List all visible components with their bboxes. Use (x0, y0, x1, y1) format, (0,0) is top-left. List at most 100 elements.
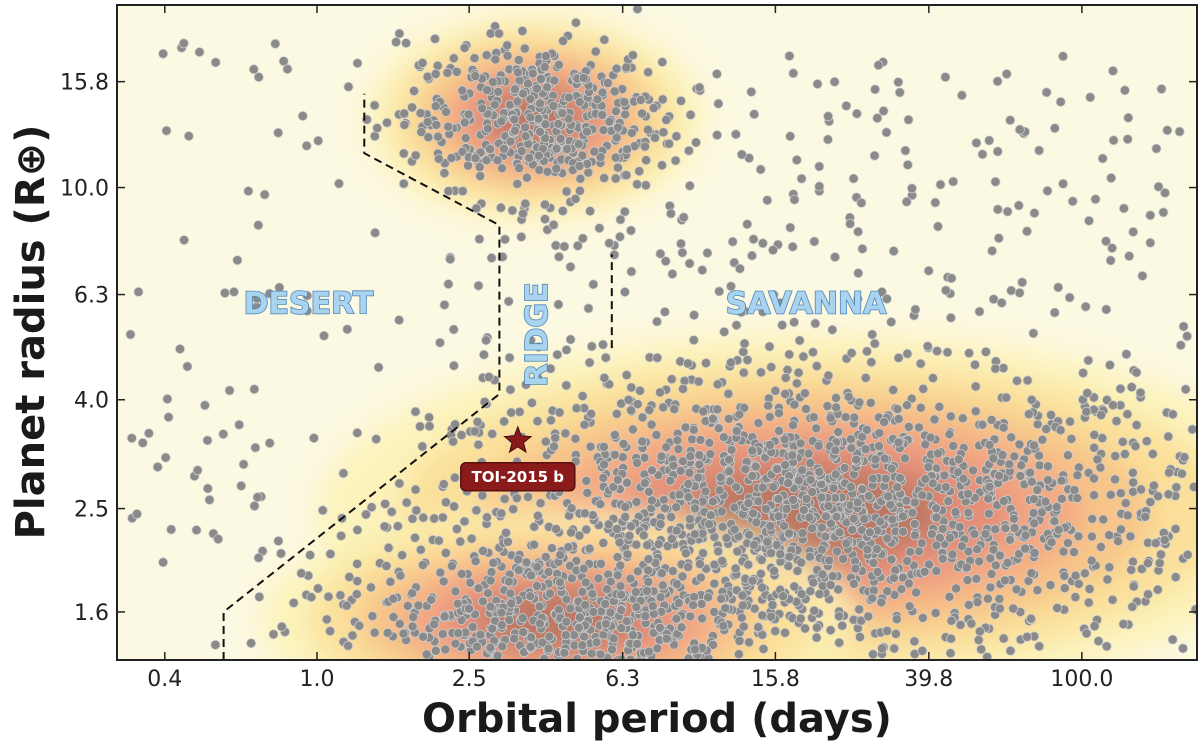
planet-point (557, 108, 568, 119)
planet-point (619, 286, 630, 297)
planet-point (888, 573, 899, 584)
planet-point (882, 625, 893, 636)
planet-point (598, 125, 609, 136)
planet-point (535, 498, 546, 509)
planet-point (1119, 449, 1130, 460)
planet-point (1125, 531, 1136, 542)
planet-point (954, 521, 965, 532)
planet-point (619, 97, 630, 108)
planet-point (152, 461, 163, 472)
planet-point (869, 338, 880, 349)
planet-point (673, 444, 684, 455)
planet-point (788, 494, 799, 505)
planet-point (793, 475, 804, 486)
planet-point (920, 474, 931, 485)
planet-point (448, 53, 459, 64)
planet-point (1001, 392, 1012, 403)
planet-point (622, 144, 633, 155)
planet-point (925, 432, 936, 443)
planet-point (450, 419, 461, 430)
planet-point (1026, 613, 1037, 624)
planet-point (787, 241, 798, 252)
planet-point (394, 618, 405, 629)
planet-point (204, 494, 215, 505)
planet-point (626, 266, 637, 277)
planet-point (700, 486, 711, 497)
planet-point (886, 554, 897, 565)
planet-point (450, 638, 461, 649)
planet-point (431, 119, 442, 130)
planet-point (747, 250, 758, 261)
planet-point (555, 550, 566, 561)
planet-point (264, 288, 275, 299)
planet-point (876, 597, 887, 608)
planet-point (1124, 251, 1135, 262)
planet-point (410, 484, 421, 495)
planet-point (838, 554, 849, 565)
planet-point (1140, 511, 1151, 522)
planet-point (1072, 493, 1083, 504)
planet-point (882, 533, 893, 544)
planet-point (749, 539, 760, 550)
planet-point (739, 402, 750, 413)
planet-point (498, 143, 509, 154)
y-tick-label: 10.0 (60, 177, 109, 202)
planet-point (305, 550, 316, 561)
planet-point (872, 113, 883, 124)
planet-point (718, 620, 729, 631)
planet-point (369, 100, 380, 111)
planet-point (446, 561, 457, 572)
planet-point (988, 544, 999, 555)
planet-point (676, 95, 687, 106)
planet-point (506, 407, 517, 418)
planet-point (723, 413, 734, 424)
planet-point (1178, 321, 1189, 332)
planet-point (661, 114, 672, 125)
planet-point (983, 508, 994, 519)
planet-point (516, 145, 527, 156)
planet-point (521, 172, 532, 183)
planet-point (1126, 382, 1137, 393)
planet-point (923, 462, 934, 473)
planet-point (604, 116, 615, 127)
planet-point (798, 504, 809, 515)
planet-point (565, 603, 576, 614)
planet-point (1127, 556, 1138, 567)
planet-point (668, 460, 679, 471)
planet-point (566, 503, 577, 514)
planet-point (581, 524, 592, 535)
planet-point (930, 608, 941, 619)
planet-point (798, 351, 809, 362)
planet-point (683, 492, 694, 503)
planet-point (512, 178, 523, 189)
planet-point (1137, 270, 1148, 281)
planet-point (360, 509, 371, 520)
planet-point (126, 433, 137, 444)
planet-point (671, 502, 682, 513)
planet-point (764, 341, 775, 352)
planet-point (812, 79, 823, 90)
planet-point (1130, 441, 1141, 452)
planet-point (807, 523, 818, 534)
planet-point (1120, 498, 1131, 509)
planet-point (779, 521, 790, 532)
planet-point (457, 146, 468, 157)
planet-point (490, 54, 501, 65)
planet-point (1118, 203, 1129, 214)
planet-point (943, 496, 954, 507)
planet-point (694, 559, 705, 570)
planet-point (626, 521, 637, 532)
planet-point (465, 577, 476, 588)
planet-point (1151, 143, 1162, 154)
planet-point (550, 432, 561, 443)
planet-point (1163, 489, 1174, 500)
planet-point (595, 152, 606, 163)
planet-point (449, 501, 460, 512)
planet-point (599, 372, 610, 383)
planet-point (640, 611, 651, 622)
planet-point (1167, 634, 1178, 645)
planet-point (518, 88, 529, 99)
planet-point (1036, 507, 1047, 518)
planet-point (1049, 307, 1060, 318)
planet-point (709, 578, 720, 589)
